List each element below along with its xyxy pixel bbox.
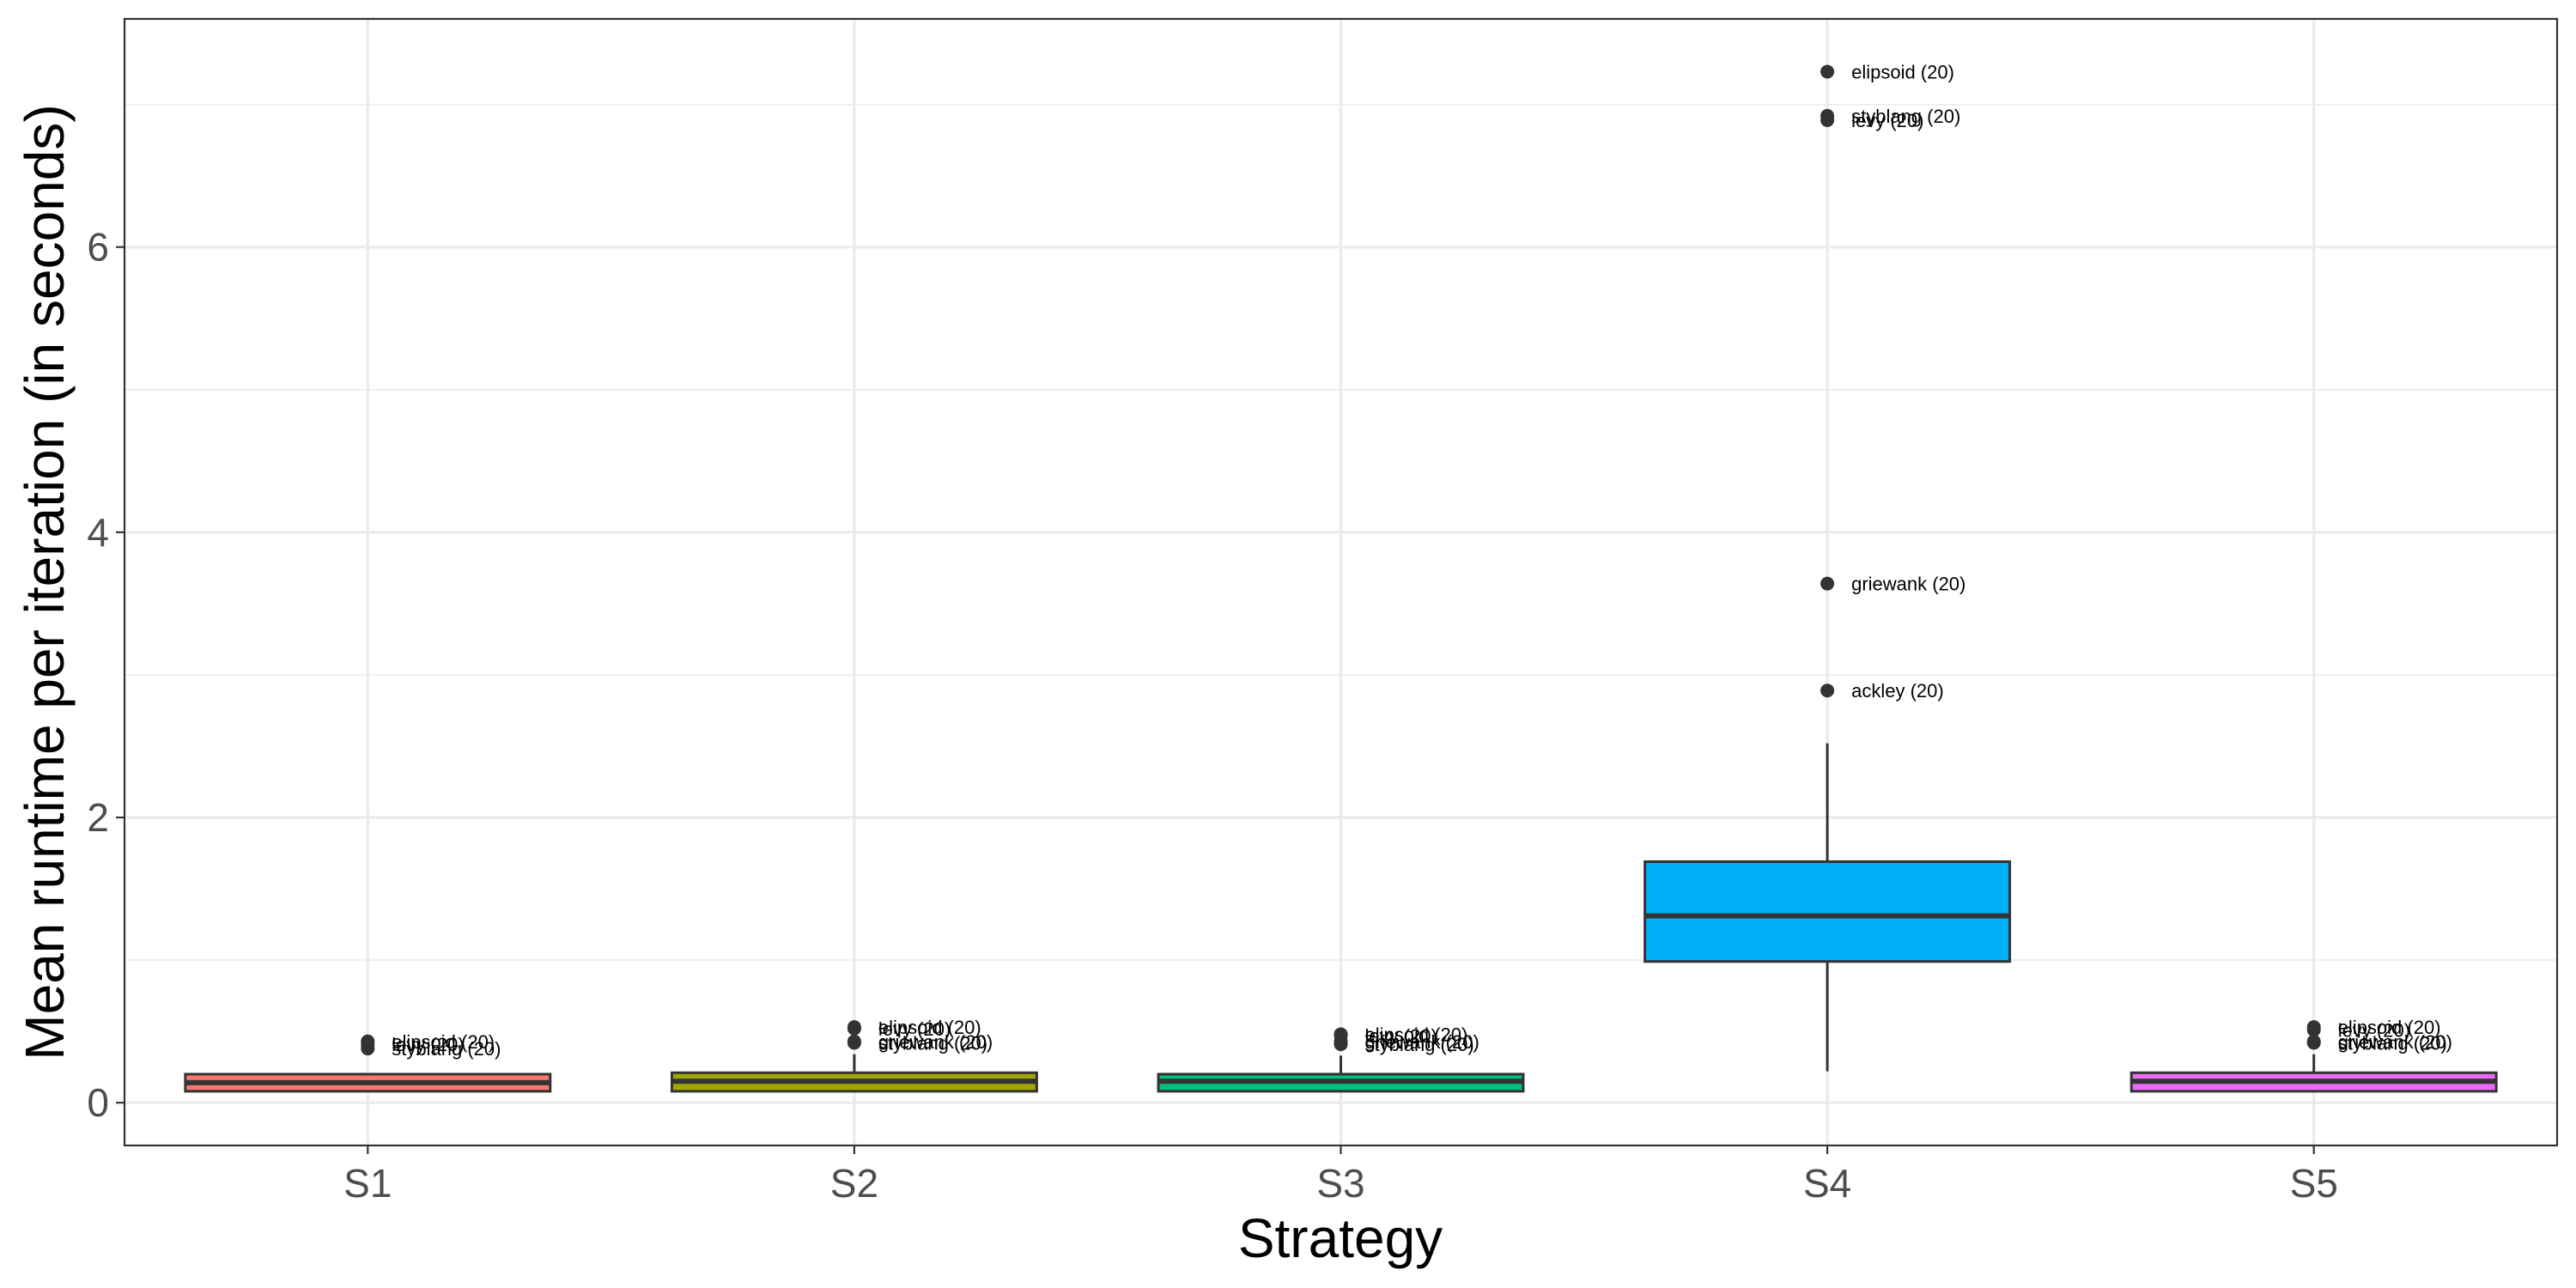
outlier-point [1820,683,1835,698]
x-tick-label: S5 [2290,1161,2338,1206]
y-tick-label: 0 [87,1080,109,1125]
box-s3 [1157,1055,1525,1093]
outlier-point [361,1042,375,1056]
outlier-label: levy (20) [2338,1019,2410,1041]
x-tick-label: S1 [343,1161,392,1206]
box-s2 [670,1054,1038,1093]
box-body [1643,860,2012,963]
box-s1 [184,1072,552,1093]
outlier-label: griewank (20) [878,1031,993,1053]
outlier-label: ackley (20) [1851,680,1944,702]
outlier-label: styblang (20) [1851,106,1960,127]
outlier-label: levy (20) [392,1034,464,1055]
outlier-point [1820,576,1835,591]
y-axis-title: Mean runtime per iteration (in seconds) [14,104,76,1060]
outlier-label: elipsoid (20) [1851,61,1954,82]
outlier-label: levy (20) [1365,1025,1437,1047]
outlier-label: levy (20) [878,1018,951,1040]
y-tick-label: 2 [87,795,109,840]
outlier-label: elipsoid (20) [2338,1017,2441,1038]
boxes [184,743,2498,1093]
x-tick-label: S4 [1803,1161,1851,1206]
box-s5 [2129,1054,2498,1093]
outlier-label: griewank (20) [1365,1031,1479,1053]
x-tick-label: S3 [1316,1161,1364,1206]
box-s4 [1643,743,2012,1072]
outlier-label: elipsoid (20) [392,1031,495,1053]
outlier-point [2306,1036,2321,1050]
outliers: elipsoid (20)levy (20)styblang (20)elips… [361,61,2452,1060]
outlier-label: elipsoid (20) [878,1017,981,1038]
outlier-label: styblang (20) [1365,1034,1474,1055]
outlier-label: styblang (20) [392,1038,501,1060]
outlier-label: griewank (20) [2338,1031,2452,1053]
outlier-label: styblang (20) [878,1032,987,1054]
outlier-point [1334,1037,1348,1052]
axes: 0 2 4 6 S1 S2 S3 S4 S5 [87,225,2337,1206]
outlier-point [2306,1023,2321,1037]
outlier-point [1820,112,1835,127]
grid [125,19,2557,1145]
outlier-label: levy (20) [1851,110,1923,131]
x-tick-label: S2 [830,1161,878,1206]
y-tick-label: 6 [87,225,109,270]
y-tick-label: 4 [87,510,109,555]
outlier-point [847,1021,861,1036]
outlier-label: griewank (20) [1851,574,1965,595]
outlier-label: elipsoid (20) [1365,1024,1468,1045]
x-axis-title: Strategy [1238,1207,1443,1269]
outlier-point [847,1036,861,1050]
outlier-point [1820,64,1835,79]
outlier-label: styblang (20) [2338,1032,2447,1054]
